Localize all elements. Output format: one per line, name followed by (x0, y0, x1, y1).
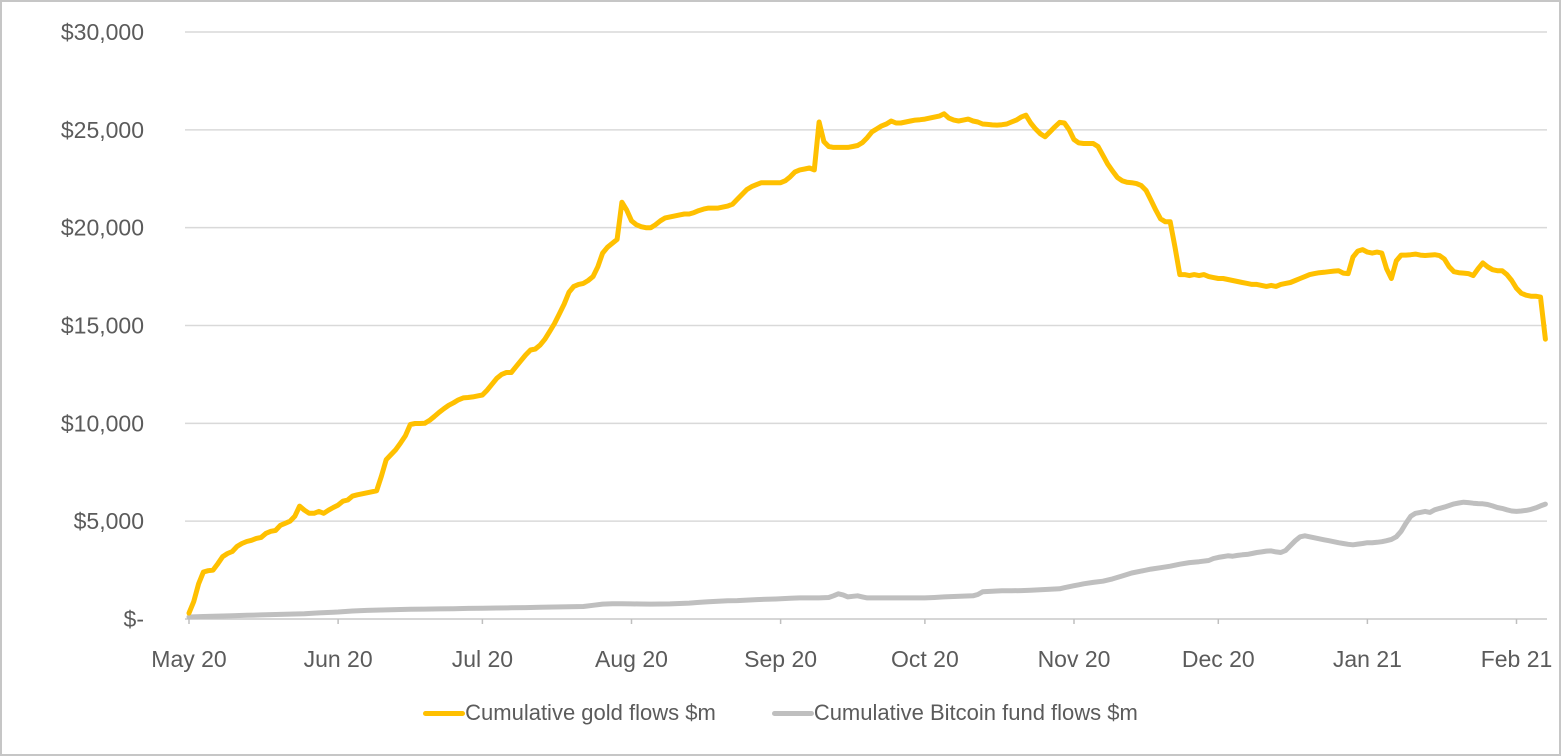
x-axis-tick-label: Dec 20 (1182, 646, 1255, 672)
legend-item-gold: Cumulative gold flows $m (423, 702, 716, 724)
x-axis-tick-label: Sep 20 (744, 646, 817, 672)
legend-label-gold: Cumulative gold flows $m (465, 700, 716, 725)
y-axis-tick-label: $15,000 (61, 313, 144, 339)
x-axis-tick-label: May 20 (151, 646, 226, 672)
gold-flows-line (186, 111, 1548, 616)
gold-line-swatch-icon (423, 710, 466, 716)
bitcoin-line-swatch-icon (771, 710, 814, 716)
legend-label-bitcoin: Cumulative Bitcoin fund flows $m (813, 700, 1138, 725)
x-axis-tick-label: Aug 20 (595, 646, 668, 672)
x-axis-labels: May 20 Jun 20 Jul 20 Aug 20 Sep 20 Oct 20 Nov … (151, 646, 1552, 672)
x-axis-tick-label: Jun 20 (304, 646, 373, 672)
x-axis-tick-label: Jul 20 (452, 646, 513, 672)
bitcoin-flows-line (186, 499, 1548, 620)
chart-legend: Cumulative gold flows $m Cumulative Bitc… (2, 702, 1559, 724)
legend-item-bitcoin: Cumulative Bitcoin fund flows $m (771, 700, 1138, 725)
x-axis-tick-label: Nov 20 (1038, 646, 1111, 672)
y-axis-tick-label: $30,000 (61, 19, 144, 45)
y-axis-tick-label: $20,000 (61, 215, 144, 241)
y-axis-tick-label: $10,000 (61, 410, 144, 436)
y-axis-tick-label: $- (124, 606, 144, 632)
gridlines (185, 31, 1547, 522)
y-axis-labels: $- $5,000 $10,000 $15,000 $20,000 $25,000 $30,… (61, 19, 144, 632)
x-axis-tick-label: Jan 21 (1333, 646, 1402, 672)
x-axis-tick-label: Feb 21 (1481, 646, 1553, 672)
y-axis-tick-label: $25,000 (61, 117, 144, 143)
x-axis-tick-label: Oct 20 (891, 646, 959, 672)
y-axis-tick-label: $5,000 (74, 508, 144, 534)
x-tick-marks (188, 619, 1518, 624)
